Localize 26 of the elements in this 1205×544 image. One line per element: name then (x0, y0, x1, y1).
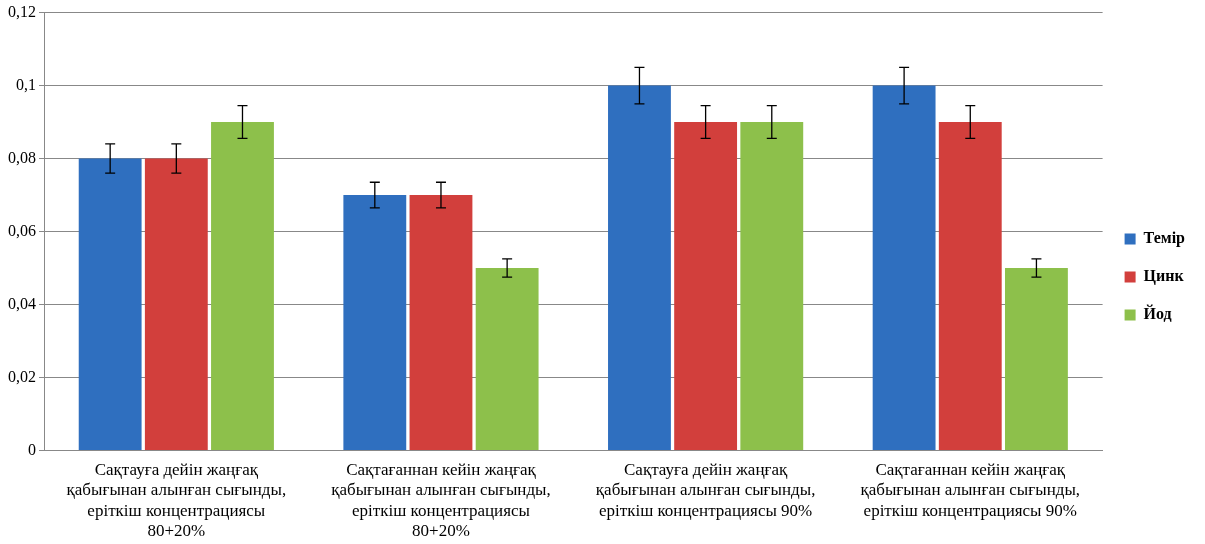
bar (608, 85, 671, 450)
bar (78, 158, 142, 450)
x-tick-label: Сақтағаннан кейін жаңғақ қабығынан алынған сығынды, еріткіш концентрациясы 80+20% (331, 460, 551, 541)
bar (144, 158, 208, 450)
y-tick-label: 0,08 (8, 148, 36, 166)
y-tick-label: 0,06 (8, 221, 36, 239)
x-tick-label: Сақтауға дейін жаңғақ қабығынан алынған сығынды, еріткіш концентрациясы 90% (595, 460, 816, 520)
bar (938, 122, 1002, 450)
bar (674, 122, 738, 450)
legend-label: Темір (1143, 229, 1186, 248)
x-tick-label: Сақтауға дейін жаңғақ қабығынан алынған сығынды, еріткіш концентрациясы 80+20% (66, 460, 287, 541)
bar (475, 267, 539, 450)
bar (211, 122, 274, 450)
x-tick-label: Сақтағаннан кейін жаңғақ қабығынан алынған сығынды, еріткіш концентрациясы 90% (860, 460, 1081, 520)
bar (1005, 267, 1068, 450)
y-tick-label: 0,02 (8, 367, 36, 385)
y-tick-label: 0 (28, 440, 36, 458)
y-tick-label: 0,1 (16, 75, 36, 93)
y-tick-label: 0,12 (8, 2, 36, 20)
legend-label: Цинк (1143, 267, 1185, 286)
y-tick-label: 0,04 (8, 294, 36, 312)
legend-label: Йод (1143, 304, 1172, 323)
bar (343, 195, 407, 450)
bar (409, 195, 473, 450)
bar (872, 85, 936, 450)
bar (740, 122, 804, 450)
